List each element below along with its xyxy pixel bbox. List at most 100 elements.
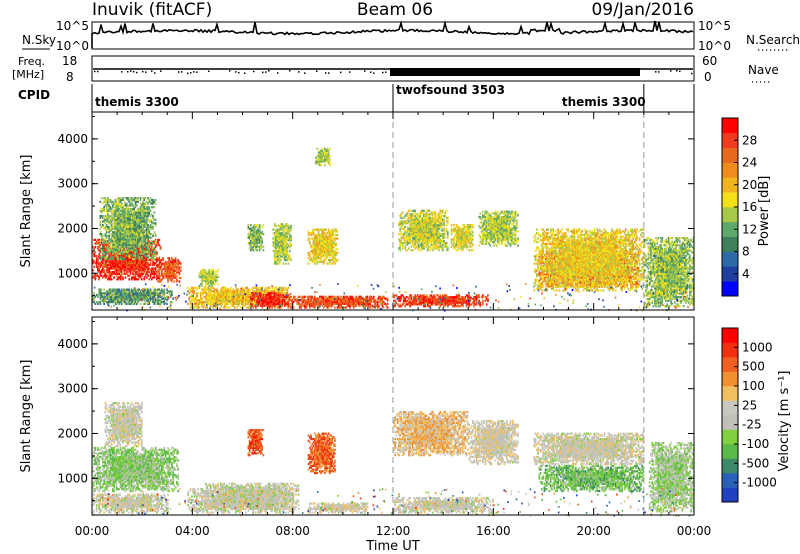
heatmap-cell: [124, 260, 127, 263]
heatmap-cell: [102, 252, 104, 255]
heatmap-cell: [157, 258, 159, 261]
heatmap-cell: [150, 269, 153, 272]
heatmap-cell: [124, 213, 127, 216]
heatmap-cell: [119, 267, 122, 270]
heatmap-cell: [124, 243, 127, 246]
heatmap-cell: [159, 245, 162, 249]
heatmap-cell: [124, 197, 127, 200]
heatmap-cell: [133, 253, 136, 256]
heatmap-cell: [104, 197, 107, 200]
heatmap-cell: [132, 256, 134, 259]
heatmap-cell: [115, 238, 118, 241]
heatmap-cell: [105, 236, 108, 239]
heatmap-cell: [102, 234, 104, 237]
heatmap-cell: [262, 249, 265, 252]
heatmap-cell: [154, 233, 157, 236]
nave-dot: [94, 70, 96, 73]
heatmap-cell: [115, 234, 118, 237]
heatmap-cell: [114, 258, 117, 261]
heatmap-cell: [118, 229, 120, 232]
heatmap-cell: [152, 240, 154, 243]
heatmap-cell: [108, 249, 110, 252]
heatmap-cell: [110, 209, 113, 212]
heatmap-cell: [156, 263, 158, 267]
heatmap-cell: [125, 252, 128, 255]
heatmap-cell: [120, 236, 123, 239]
heatmap-cell: [124, 250, 127, 254]
heatmap-cell: [109, 209, 112, 212]
heatmap-cell: [119, 215, 122, 218]
heatmap-cell: [108, 250, 110, 254]
heatmap-cell: [140, 271, 143, 274]
heatmap-cell: [107, 200, 109, 203]
heatmap-cell: [113, 218, 115, 221]
heatmap-cell: [250, 224, 252, 227]
heatmap-cell: [197, 292, 199, 295]
heatmap-cell: [287, 262, 290, 265]
heatmap-cell: [287, 286, 290, 289]
heatmap-cell: [105, 229, 108, 232]
heatmap-cell: [117, 278, 119, 281]
heatmap-cell: [134, 262, 137, 265]
heatmap-cell: [114, 250, 117, 254]
heatmap-cell: [123, 233, 126, 236]
nave-dot: [268, 70, 270, 72]
heatmap-cell: [112, 267, 114, 270]
heatmap-cell: [105, 204, 108, 207]
heatmap-cell: [124, 258, 127, 261]
heatmap-cell: [137, 251, 139, 254]
heatmap-cell: [114, 269, 117, 272]
heatmap-cell: [118, 251, 120, 254]
heatmap-cell: [130, 254, 133, 257]
heatmap-cell: [94, 245, 97, 249]
heatmap-cell: [117, 234, 119, 237]
heatmap-cell: [94, 238, 97, 241]
heatmap-cell: [128, 243, 131, 246]
heatmap-cell: [139, 263, 142, 267]
heatmap-cell: [154, 202, 157, 205]
nave-dot: [364, 70, 366, 72]
heatmap-cell: [120, 213, 123, 216]
nave-dot: [235, 71, 237, 73]
heatmap-cell: [119, 216, 122, 219]
heatmap-cell: [117, 243, 119, 246]
heatmap-cell: [112, 263, 114, 267]
heatmap-cell: [145, 272, 148, 275]
heatmap-cell: [113, 271, 115, 274]
heatmap-cell: [150, 272, 153, 275]
heatmap-cell: [104, 276, 107, 279]
heatmap-cell: [115, 224, 118, 227]
heatmap-cell: [137, 200, 139, 203]
heatmap-cell: [110, 262, 113, 265]
heatmap-cell: [128, 258, 131, 261]
heatmap-cell: [118, 271, 120, 274]
heatmap-cell: [109, 253, 112, 256]
heatmap-cell: [129, 233, 132, 236]
heatmap-cell: [148, 267, 151, 270]
heatmap-cell: [124, 233, 127, 236]
heatmap-cell: [119, 197, 122, 200]
heatmap-cell: [118, 207, 120, 211]
heatmap-cell: [129, 204, 132, 207]
nave-dot: [691, 72, 693, 75]
heatmap-cell: [128, 216, 131, 219]
heatmap-cell: [130, 241, 133, 245]
heatmap-cell: [100, 262, 103, 265]
heatmap-cell: [124, 241, 127, 245]
heatmap-cell: [117, 206, 119, 209]
heatmap-cell: [110, 265, 113, 268]
heatmap-cell: [100, 236, 103, 239]
heatmap-cell: [114, 229, 117, 232]
heatmap-cell: [98, 256, 100, 259]
heatmap-cell: [119, 224, 122, 227]
heatmap-cell: [95, 265, 98, 268]
heatmap-cell: [122, 263, 124, 267]
heatmap-cell: [168, 257, 171, 260]
heatmap-cell: [117, 241, 119, 245]
heatmap-cell: [112, 216, 114, 219]
heatmap-cell: [123, 216, 126, 219]
heatmap-cell: [97, 260, 99, 263]
heatmap-cell: [99, 244, 102, 247]
heatmap-cell: [102, 216, 104, 219]
heatmap-cell: [100, 263, 103, 267]
